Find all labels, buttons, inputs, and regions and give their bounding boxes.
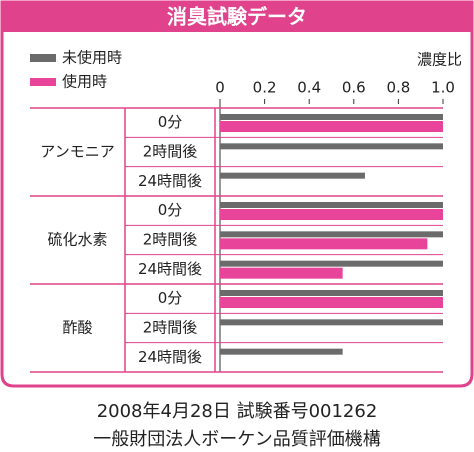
axis-label: 濃度比 (417, 51, 462, 69)
bar (220, 267, 343, 279)
legend-swatch (30, 54, 56, 62)
bar (220, 202, 443, 208)
bar (220, 172, 365, 179)
x-tick-label: 1.0 (431, 79, 455, 97)
group-label: アンモニア (40, 143, 114, 161)
category-label: 2時間後 (143, 319, 198, 337)
legend-label: 未使用時 (62, 49, 122, 67)
legend-label: 使用時 (62, 73, 107, 91)
category-label: 2時間後 (143, 143, 198, 161)
bar (220, 290, 443, 296)
bar (220, 297, 443, 308)
x-tick-label: 0.2 (253, 79, 277, 97)
x-tick-label: 0 (215, 79, 225, 97)
bar (220, 231, 443, 238)
title-bar (2, 2, 472, 32)
bar (220, 114, 443, 120)
x-tick-label: 0.6 (342, 79, 366, 97)
bar (220, 121, 443, 132)
x-tick-label: 0.8 (386, 79, 410, 97)
x-tick-label: 0.4 (297, 79, 321, 97)
group-label: 硫化水素 (47, 231, 107, 249)
bar (220, 260, 443, 267)
bar (220, 209, 443, 220)
category-label: 24時間後 (138, 172, 202, 190)
bar (220, 238, 428, 250)
category-label: 2時間後 (143, 231, 198, 249)
category-label: 24時間後 (138, 260, 202, 278)
chart-title: 消臭試験データ (167, 5, 307, 29)
legend-swatch (30, 78, 56, 86)
category-label: 24時間後 (138, 348, 202, 366)
group-label: 酢酸 (62, 319, 92, 337)
footnote: 一般財団法人ボーケン品質評価機構 (93, 429, 380, 450)
category-label: 0分 (158, 201, 183, 219)
category-label: 0分 (158, 289, 183, 307)
bar (220, 348, 343, 355)
bar (220, 319, 443, 326)
bar (220, 143, 443, 150)
category-label: 0分 (158, 113, 183, 131)
footnote: 2008年4月28日 試験番号001262 (97, 401, 378, 422)
